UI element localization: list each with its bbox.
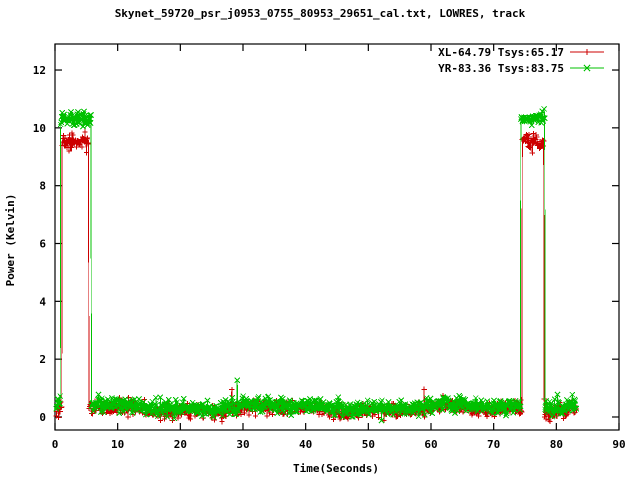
- data-series-layer: [53, 105, 580, 425]
- legend-label: XL-64.79 Tsys:65.17: [438, 46, 564, 59]
- x-tick-label: 70: [487, 438, 500, 451]
- y-tick-label: 10: [33, 122, 46, 135]
- y-axis-tick-labels: 0 2 4 6 8 10 12: [33, 64, 47, 424]
- y-tick-label: 0: [39, 411, 46, 424]
- series-line: [55, 108, 577, 421]
- x-axis-tick-labels: 0 10 20 30 40 50 60 70 80 90: [52, 438, 626, 451]
- x-tick-label: 40: [299, 438, 312, 451]
- x-tick-label: 10: [111, 438, 124, 451]
- y-tick-label: 12: [33, 64, 46, 77]
- y-tick-label: 4: [39, 295, 46, 308]
- x-axis-ticks: [54, 44, 620, 430]
- legend: XL-64.79 Tsys:65.17 YR-83.36 Tsys:83.75: [438, 46, 604, 75]
- series-markers: [53, 105, 580, 424]
- legend-sample-marker: [583, 48, 591, 56]
- x-tick-label: 80: [550, 438, 563, 451]
- series-markers: [53, 129, 579, 425]
- x-tick-label: 50: [362, 438, 375, 451]
- legend-label: YR-83.36 Tsys:83.75: [438, 62, 564, 75]
- y-axis-label: Power (Kelvin): [4, 194, 17, 287]
- y-tick-label: 6: [39, 238, 46, 251]
- series-yr: [53, 105, 580, 424]
- legend-sample-marker: [583, 64, 591, 72]
- y-axis-ticks: [55, 69, 619, 418]
- series-xl: [53, 129, 579, 425]
- plot-frame: [54, 43, 620, 431]
- x-tick-label: 30: [236, 438, 249, 451]
- y-tick-label: 8: [39, 180, 46, 193]
- x-tick-label: 90: [612, 438, 625, 451]
- x-tick-label: 20: [174, 438, 187, 451]
- x-axis-label: Time(Seconds): [293, 462, 379, 475]
- series-line: [55, 131, 577, 422]
- x-tick-label: 60: [424, 438, 437, 451]
- y-tick-label: 2: [39, 353, 46, 366]
- x-tick-label: 0: [52, 438, 59, 451]
- page-title: Skynet_59720_psr_j0953_0755_80953_29651_…: [114, 7, 526, 20]
